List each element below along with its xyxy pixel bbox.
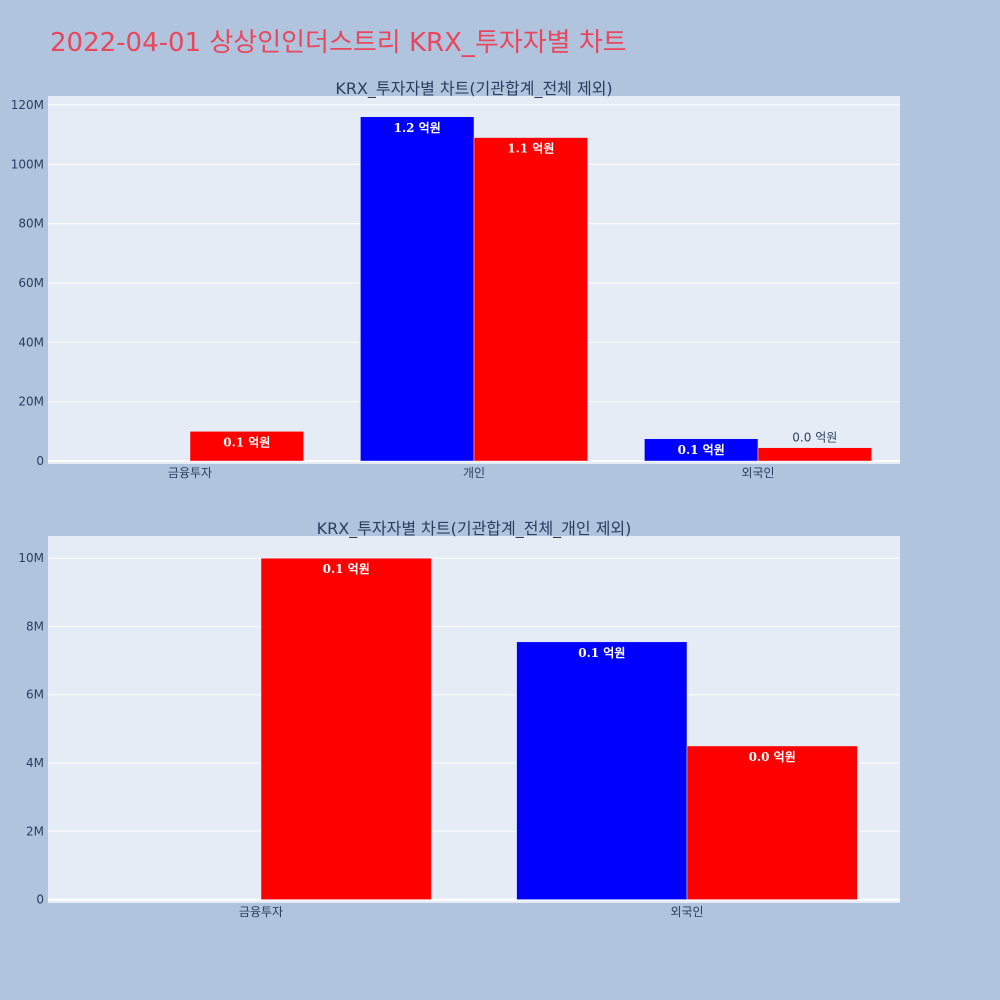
bar (189, 431, 304, 462)
data-label: 0.1 억원 (323, 562, 370, 576)
y-tick-label: 40M (18, 335, 44, 349)
data-label: 0.1 억원 (578, 646, 625, 660)
bar (360, 116, 475, 462)
bar (516, 641, 688, 900)
y-tick-label: 20M (18, 395, 44, 409)
data-label: 0.0 억원 (749, 750, 796, 764)
y-tick-label: 6M (26, 688, 44, 702)
y-tick-label: 10M (18, 551, 44, 565)
x-tick-label: 금융투자 (168, 466, 212, 480)
page-title: 2022-04-01 상상인인더스트리 KRX_투자자별 차트 (50, 28, 627, 58)
data-label: 1.1 억원 (507, 142, 554, 156)
chart-title: KRX_투자자별 차트(기관합계_전체 제외) (335, 79, 612, 99)
bar (686, 745, 858, 900)
y-tick-label: 0 (36, 893, 44, 907)
chart-1: 0 20M 40M 60M 80M 100M 120M KRX_투자자별 차트(기관합계_전체… (11, 79, 900, 480)
x-tick-label: 개인 (463, 466, 485, 480)
data-label: 0.0 억원 (792, 431, 837, 445)
data-label: 1.2 억원 (394, 121, 441, 135)
y-tick-label: 8M (26, 619, 44, 633)
data-label: 0.1 억원 (223, 435, 270, 449)
y-tick-label: 0 (36, 454, 44, 468)
bar (757, 447, 872, 462)
chart-title: KRX_투자자별 차트(기관합계_전체_개인 제외) (317, 519, 632, 539)
bar (473, 137, 588, 462)
y-tick-label: 100M (11, 157, 44, 171)
y-tick-label: 4M (26, 756, 44, 770)
y-tick-label: 80M (18, 217, 44, 231)
y-tick-label: 2M (26, 824, 44, 838)
x-tick-label: 금융투자 (239, 905, 283, 919)
x-tick-label: 외국인 (741, 466, 774, 480)
data-label: 0.1 억원 (678, 443, 725, 457)
chart-2: 0 2M 4M 6M 8M 10M KRX_투자자별 차트(기관합계_전체_개인 제외) 금융… (18, 519, 900, 919)
x-tick-label: 외국인 (670, 905, 703, 919)
y-tick-label: 60M (18, 276, 44, 290)
bar (260, 557, 432, 900)
y-tick-label: 120M (11, 98, 44, 112)
